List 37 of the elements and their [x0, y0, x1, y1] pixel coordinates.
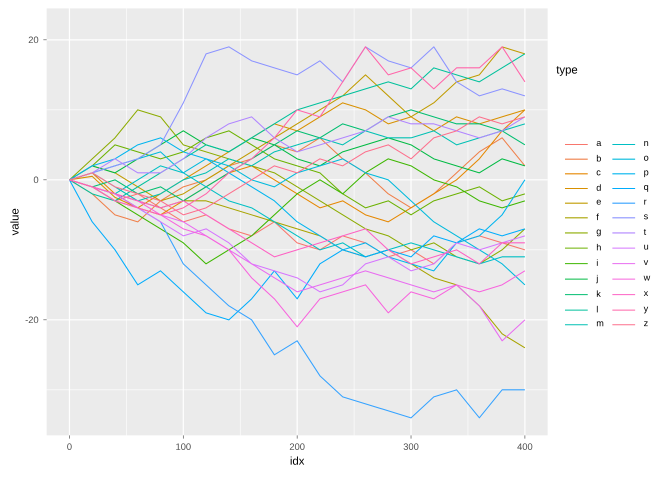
y-tick-label: 20 [28, 36, 38, 44]
x-tick-label: 0 [67, 443, 72, 450]
legend-label: e [596, 200, 601, 205]
legend-label: u [644, 244, 648, 250]
legend-label: q [644, 185, 648, 192]
legend-label: r [644, 200, 647, 205]
legend-label: p [644, 170, 648, 178]
x-tick-label: 400 [517, 443, 532, 450]
legend-label: m [596, 321, 604, 326]
legend-label: t [644, 229, 646, 235]
x-tick-label: 100 [176, 443, 191, 450]
x-axis-title: idx [290, 456, 304, 465]
legend-label: f [596, 214, 599, 220]
legend-label: h [596, 244, 601, 250]
y-tick-label: 0 [34, 176, 38, 184]
legend-label: b [596, 154, 601, 162]
legend-title: type [556, 66, 578, 76]
legend-label: x [644, 291, 648, 296]
x-tick-label: 200 [290, 443, 305, 450]
legend-label: a [596, 141, 602, 146]
legend-label: k [596, 290, 601, 297]
x-tick-label: 300 [404, 443, 418, 450]
legend-label: l [596, 306, 598, 312]
legend-label: n [644, 141, 648, 146]
legend-label: d [596, 184, 601, 191]
legend-label: g [596, 230, 601, 236]
legend-label: c [596, 170, 601, 176]
legend-label: w [644, 276, 650, 280]
legend-label: i [596, 259, 598, 266]
legend-label: z [644, 321, 648, 326]
y-axis-title: value [10, 208, 19, 236]
legend-label: s [644, 214, 648, 220]
legend-label: y [644, 306, 648, 314]
legend-label: o [644, 156, 648, 161]
legend-label: v [644, 260, 648, 265]
legend-label: j [596, 274, 598, 284]
y-tick-label: -20 [26, 316, 38, 324]
